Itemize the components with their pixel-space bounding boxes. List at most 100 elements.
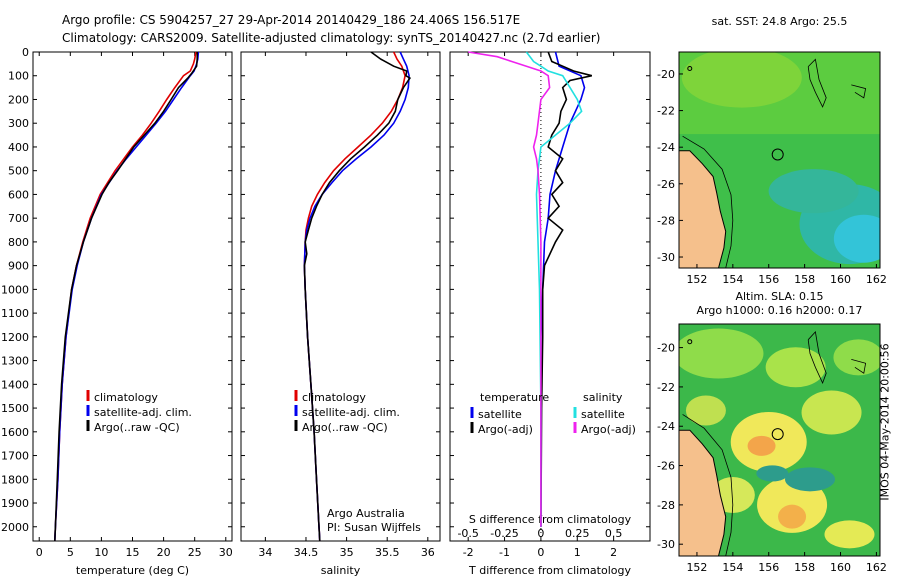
map-x-tick-label: 154 (722, 273, 743, 286)
x-tick-label: 35.5 (375, 546, 400, 559)
diff-series-line (525, 51, 583, 527)
diff-series-line (468, 51, 551, 527)
y-tick-label: 800 (8, 236, 29, 249)
credit-label: IMOS 04-May-2014 20:00:56 (878, 343, 892, 501)
legend-entry: Argo(..raw -QC) (94, 421, 180, 434)
y-tick-label: 0 (22, 46, 29, 59)
x-axis-label: salinity (321, 564, 361, 577)
map-x-tick-label: 162 (866, 273, 887, 286)
reef-contour (851, 84, 867, 99)
y-tick-label: 1400 (1, 378, 29, 391)
header-line-2: Climatology: CARS2009. Satellite-adjuste… (62, 31, 600, 45)
x-tick-label: 25 (188, 546, 202, 559)
map-x-tick-label: 152 (686, 273, 707, 286)
y-tick-label: 400 (8, 141, 29, 154)
land-mass (679, 150, 727, 268)
x-tick-label-t: -1 (499, 546, 510, 559)
reef-contour (807, 331, 827, 385)
y-tick-label: 700 (8, 212, 29, 225)
map-title: sat. SST: 24.8 Argo: 25.5 (712, 15, 848, 28)
legend-entry: climatology (94, 391, 158, 404)
legend-entry: Argo(-adj) (478, 423, 533, 436)
map-body (679, 324, 880, 556)
sla-anomaly-patch (824, 520, 875, 549)
x-axis-label: T difference from climatology (468, 564, 631, 577)
x-tick-label-t: 2 (610, 546, 617, 559)
x-tick-label: 34 (258, 546, 272, 559)
legend-entry: satellite-adj. clim. (94, 406, 192, 419)
map-x-tick-label: 158 (794, 561, 815, 574)
reef-contour (851, 359, 867, 374)
map-y-tick-label: -26 (657, 460, 675, 473)
profile-location-marker (771, 148, 784, 161)
y-tick-label: 200 (8, 93, 29, 106)
y-tick-label: 2000 (1, 521, 29, 534)
sst-cold-patch (833, 214, 880, 263)
map-y-tick-label: -30 (657, 538, 675, 551)
legend-entry: satellite (581, 408, 625, 421)
x-tick-label-t: -2 (463, 546, 474, 559)
bathymetry-contour (682, 135, 734, 268)
reef-contour (807, 58, 827, 108)
y-tick-label: 1700 (1, 450, 29, 463)
x-tick-label-s: 0.5 (605, 527, 623, 540)
x-tick-label: 15 (126, 546, 140, 559)
x-tick-label: 30 (219, 546, 233, 559)
map-frame (678, 51, 881, 269)
y-tick-label: 600 (8, 188, 29, 201)
x-tick-label-t: 1 (574, 546, 581, 559)
x-tick-label: 20 (157, 546, 171, 559)
sst-mid-patch (768, 169, 859, 214)
x-tick-label-t: 0 (537, 546, 544, 559)
x-tick-label-s: 0 (537, 527, 544, 540)
sla-anomaly-patch (833, 339, 880, 376)
map-x-tick-label: 160 (830, 561, 851, 574)
legend-title-temperature: temperature (480, 391, 549, 404)
series-line-argo (54, 52, 198, 542)
map-y-tick-label: -20 (657, 68, 675, 81)
sla-anomaly-patch (685, 395, 726, 426)
x-tick-label-s: -0.25 (490, 527, 518, 540)
map-x-tick-label: 152 (686, 561, 707, 574)
map-y-tick-label: -24 (657, 141, 675, 154)
header-line-1: Argo profile: CS 5904257_27 29-Apr-2014 … (62, 13, 520, 27)
y-tick-label: 100 (8, 70, 29, 83)
legend-entry: Argo(-adj) (581, 423, 636, 436)
legend-entry: satellite (478, 408, 522, 421)
map-x-tick-label: 154 (722, 561, 743, 574)
map-y-tick-label: -28 (657, 214, 675, 227)
x-tick-label: 5 (67, 546, 74, 559)
map-x-tick-label: 156 (758, 561, 779, 574)
map-x-tick-label: 160 (830, 273, 851, 286)
y-tick-label: 1200 (1, 331, 29, 344)
credit-label-box: IMOS 04-May-2014 20:00:56 (872, 292, 898, 552)
map-body (679, 52, 880, 268)
island-marker (687, 339, 693, 345)
y-tick-label: 1100 (1, 307, 29, 320)
y-tick-label: 1900 (1, 497, 29, 510)
y-tick-label: 1500 (1, 402, 29, 415)
sla-anomaly-patch (801, 390, 862, 435)
series-line-argo (303, 51, 412, 542)
legend-entry: Argo(..raw -QC) (302, 421, 388, 434)
x-tick-label: 0 (36, 546, 43, 559)
y-tick-label: 1000 (1, 283, 29, 296)
sla-anomaly-patch (765, 347, 826, 388)
x-tick-label: 34.5 (294, 546, 319, 559)
sla-anomaly-patch (778, 504, 807, 529)
map-title: Altim. SLA: 0.15 (735, 290, 823, 303)
annotation-line-2: PI: Susan Wijffels (327, 521, 421, 534)
y-tick-label: 1600 (1, 426, 29, 439)
y-tick-label: 300 (8, 117, 29, 130)
map-y-tick-label: -30 (657, 251, 675, 264)
annotation-line-1: Argo Australia (327, 507, 405, 520)
x-tick-label-s: 0.25 (565, 527, 590, 540)
legend-entry: climatology (302, 391, 366, 404)
legend-title-salinity: salinity (583, 391, 623, 404)
sst-warm-patch (681, 52, 802, 108)
profile-location-marker (771, 428, 784, 441)
island-marker (687, 65, 693, 71)
map-frame (678, 323, 881, 557)
panel-frame (449, 51, 651, 542)
